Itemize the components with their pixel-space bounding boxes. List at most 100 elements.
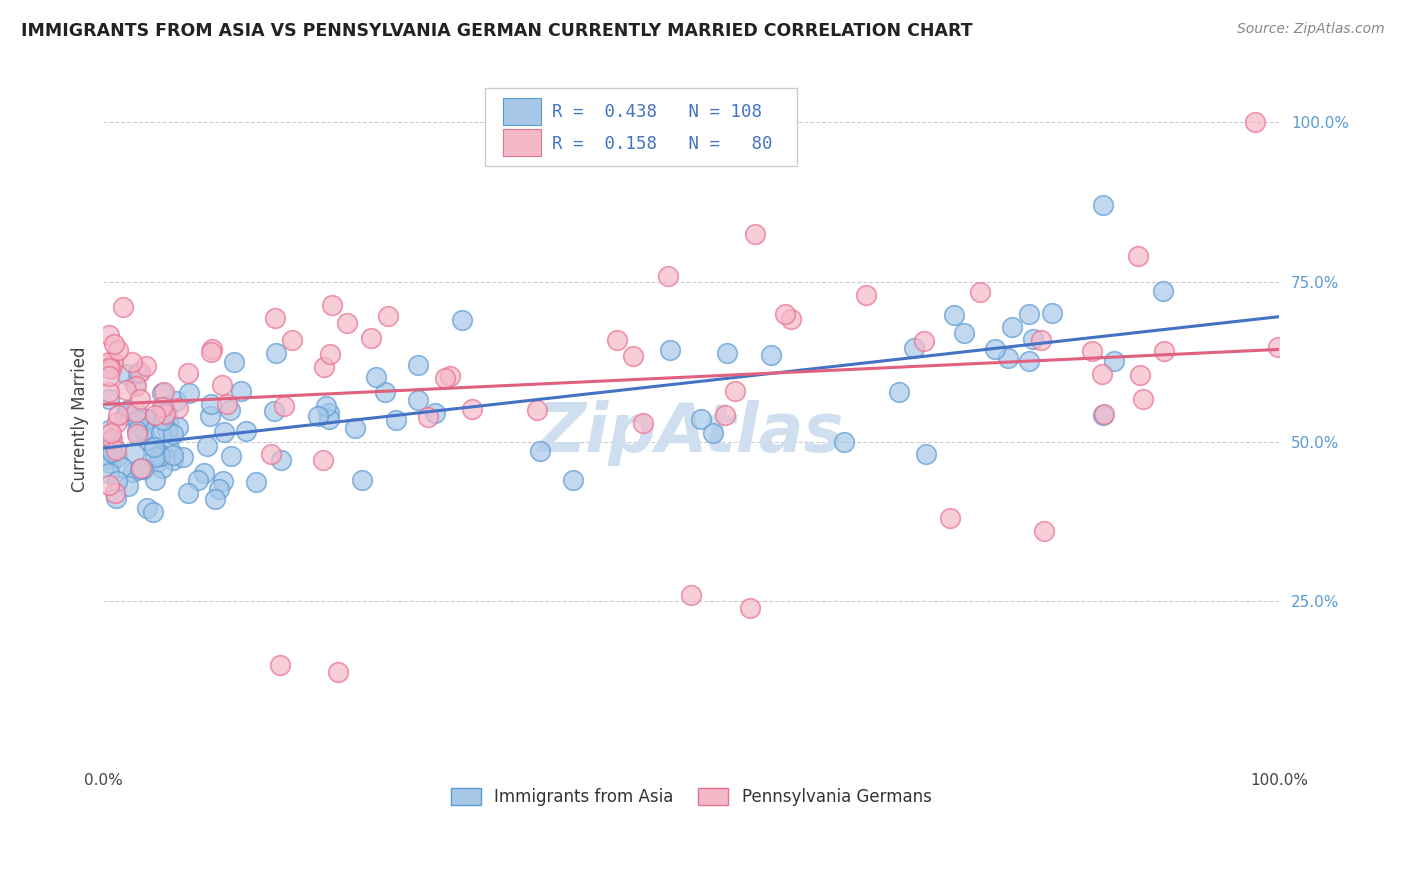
Point bbox=[111, 460, 134, 475]
Point bbox=[172, 450, 194, 465]
Point bbox=[153, 384, 176, 399]
Point bbox=[364, 370, 387, 384]
Point bbox=[1152, 284, 1174, 298]
Point bbox=[943, 308, 966, 322]
Point bbox=[406, 393, 429, 408]
Point bbox=[155, 406, 177, 420]
Point bbox=[1081, 343, 1104, 358]
Point bbox=[245, 475, 267, 489]
Point bbox=[318, 411, 340, 425]
Point bbox=[125, 404, 148, 418]
Point bbox=[136, 411, 159, 425]
Point bbox=[832, 435, 855, 450]
Point bbox=[149, 449, 172, 463]
Text: ZipAtlas: ZipAtlas bbox=[538, 400, 844, 466]
Point bbox=[103, 337, 125, 351]
Point bbox=[103, 355, 125, 369]
FancyBboxPatch shape bbox=[485, 87, 797, 166]
Point bbox=[328, 665, 350, 679]
Point bbox=[162, 448, 184, 462]
Point bbox=[744, 227, 766, 242]
Point bbox=[315, 399, 337, 413]
Point bbox=[235, 424, 257, 438]
Point bbox=[155, 407, 177, 421]
Point bbox=[408, 358, 430, 372]
Point bbox=[143, 408, 166, 422]
Point bbox=[759, 348, 782, 362]
Point bbox=[107, 409, 129, 423]
Point bbox=[153, 399, 176, 413]
Point bbox=[136, 434, 159, 448]
Point bbox=[1018, 307, 1040, 321]
Point bbox=[128, 392, 150, 406]
Point bbox=[124, 376, 146, 391]
Y-axis label: Currently Married: Currently Married bbox=[72, 346, 89, 492]
Point bbox=[714, 409, 737, 423]
Point bbox=[211, 474, 233, 488]
Point bbox=[114, 408, 136, 422]
Text: R =  0.158   N =   80: R = 0.158 N = 80 bbox=[553, 135, 773, 153]
Point bbox=[115, 383, 138, 397]
Point bbox=[150, 400, 173, 414]
Point bbox=[1000, 320, 1022, 334]
Point bbox=[773, 307, 796, 321]
Point bbox=[128, 420, 150, 434]
Point bbox=[416, 410, 439, 425]
Point bbox=[132, 423, 155, 437]
Point bbox=[621, 349, 644, 363]
Point bbox=[122, 445, 145, 459]
Point bbox=[165, 394, 187, 409]
Point bbox=[1129, 368, 1152, 382]
Point bbox=[187, 473, 209, 487]
Point bbox=[915, 447, 938, 461]
Point bbox=[451, 313, 474, 327]
Point bbox=[229, 384, 252, 399]
Point bbox=[425, 406, 447, 420]
Point bbox=[107, 415, 129, 429]
Point bbox=[98, 466, 121, 480]
Point bbox=[350, 473, 373, 487]
Point bbox=[129, 462, 152, 476]
Point bbox=[162, 427, 184, 442]
Point bbox=[129, 365, 152, 379]
Point bbox=[312, 453, 335, 467]
Point bbox=[219, 403, 242, 417]
Point bbox=[117, 403, 139, 417]
Point bbox=[200, 344, 222, 359]
Point bbox=[98, 354, 121, 368]
Point bbox=[1091, 198, 1114, 212]
Point bbox=[681, 588, 703, 602]
Point bbox=[143, 450, 166, 464]
Point bbox=[780, 311, 803, 326]
Point bbox=[1092, 407, 1115, 421]
Point bbox=[135, 500, 157, 515]
Point bbox=[142, 504, 165, 518]
Point bbox=[939, 511, 962, 525]
Point bbox=[125, 379, 148, 393]
Point bbox=[150, 386, 173, 401]
Point bbox=[434, 371, 457, 385]
Point bbox=[212, 425, 235, 439]
Point bbox=[263, 404, 285, 418]
Point bbox=[318, 407, 340, 421]
Point bbox=[157, 414, 180, 428]
Point bbox=[374, 385, 396, 400]
Point bbox=[162, 452, 184, 467]
FancyBboxPatch shape bbox=[503, 98, 540, 125]
Point bbox=[135, 359, 157, 374]
Point bbox=[98, 368, 121, 383]
Point bbox=[121, 355, 143, 369]
Point bbox=[198, 409, 221, 424]
Point bbox=[101, 433, 124, 447]
Point bbox=[157, 442, 180, 456]
Point bbox=[215, 397, 238, 411]
Point bbox=[176, 486, 198, 500]
Point bbox=[1091, 368, 1114, 382]
Point bbox=[1126, 249, 1149, 263]
Point bbox=[208, 482, 231, 496]
Point bbox=[1032, 524, 1054, 538]
Point bbox=[984, 342, 1007, 356]
Point bbox=[360, 331, 382, 345]
Point bbox=[953, 326, 976, 340]
Point bbox=[307, 409, 329, 424]
